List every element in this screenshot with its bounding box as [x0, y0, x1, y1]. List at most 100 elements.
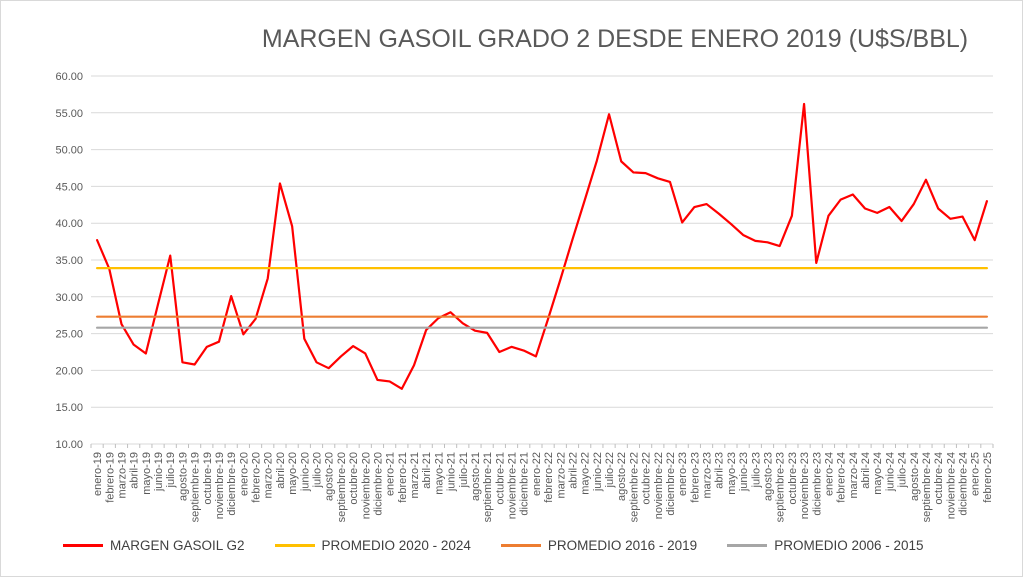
x-axis-label: septiembre-22: [628, 452, 640, 522]
x-axis-label: noviembre-23: [799, 452, 811, 519]
x-axis-label: septiembre-23: [775, 452, 787, 522]
y-axis-label: 30.00: [55, 292, 83, 304]
y-axis-label: 50.00: [55, 145, 83, 157]
y-axis-label: 10.00: [55, 439, 83, 451]
x-axis-label: marzo-23: [702, 452, 714, 498]
x-axis-label: diciembre-22: [665, 452, 677, 516]
x-axis-label: junio-22: [592, 452, 604, 492]
x-axis-label: julio-24: [897, 452, 909, 488]
x-axis-label: marzo-22: [555, 452, 567, 498]
series-line-0: [95, 102, 989, 390]
legend-item-promedio-2006-2015: PROMEDIO 2006 - 2015: [727, 538, 924, 553]
legend-label: MARGEN GASOIL G2: [110, 538, 245, 553]
x-axis-label: julio-22: [604, 452, 616, 488]
x-axis-label: julio-23: [750, 452, 762, 488]
x-axis-label: septiembre-20: [336, 452, 348, 522]
x-axis-label: febrero-23: [689, 452, 701, 503]
x-axis-label: agosto-22: [616, 452, 628, 501]
x-axis-label: febrero-25: [982, 452, 994, 503]
x-axis-label: octubre-22: [641, 452, 653, 505]
x-axis-label: abril-22: [567, 452, 579, 489]
x-axis-label: abril-23: [714, 452, 726, 489]
x-axis-label: enero-22: [531, 452, 543, 496]
x-axis-label: diciembre-23: [811, 452, 823, 516]
x-axis-label: junio-23: [738, 452, 750, 492]
x-axis-label: julio-19: [165, 452, 177, 488]
y-axis-label: 20.00: [55, 365, 83, 377]
x-axis-label: abril-24: [860, 452, 872, 489]
x-axis-label: agosto-24: [909, 452, 921, 501]
x-axis-label: enero-19: [92, 452, 104, 496]
x-axis-label: agosto-20: [324, 452, 336, 501]
x-axis-label: mayo-23: [726, 452, 738, 495]
x-axis-label: agosto-23: [763, 452, 775, 501]
x-axis-label: marzo-20: [263, 452, 275, 498]
x-axis-label: marzo-21: [409, 452, 421, 498]
x-axis-label: mayo-20: [287, 452, 299, 495]
x-axis-label: noviembre-20: [360, 452, 372, 519]
x-axis-label: octubre-24: [933, 452, 945, 505]
y-axis-label: 25.00: [55, 329, 83, 341]
x-axis-label: julio-20: [312, 452, 324, 488]
x-axis-label: septiembre-24: [921, 452, 933, 522]
x-axis-label: septiembre-19: [190, 452, 202, 522]
x-axis-label: abril-21: [421, 452, 433, 489]
y-axis-label: 55.00: [55, 108, 83, 120]
legend-item-margen-gasoil-g2: MARGEN GASOIL G2: [63, 538, 245, 553]
x-axis-label: junio-21: [446, 452, 458, 492]
legend-line-swatch-red: [63, 544, 103, 547]
x-axis-label: octubre-21: [494, 452, 506, 505]
x-axis-label: diciembre-20: [372, 452, 384, 516]
x-axis-label: enero-20: [238, 452, 250, 496]
x-axis-label: enero-24: [823, 452, 835, 496]
x-axis-label: mayo-19: [141, 452, 153, 495]
x-axis-label: julio-21: [458, 452, 470, 488]
x-axis-label: febrero-19: [104, 452, 116, 503]
x-axis-label: octubre-23: [787, 452, 799, 505]
legend-item-promedio-2016-2019: PROMEDIO 2016 - 2019: [500, 538, 698, 553]
legend-label: PROMEDIO 2020 - 2024: [321, 538, 471, 553]
x-axis-label: marzo-24: [848, 452, 860, 498]
x-axis-label: abril-19: [129, 452, 141, 489]
x-axis-label: junio-19: [153, 452, 165, 492]
x-axis-label: febrero-21: [397, 452, 409, 503]
x-axis-label: noviembre-22: [653, 452, 665, 519]
y-axis-label: 15.00: [55, 402, 83, 414]
legend-label: PROMEDIO 2006 - 2015: [774, 538, 924, 553]
x-axis-label: agosto-19: [177, 452, 189, 501]
x-axis-label: mayo-24: [872, 452, 884, 495]
x-axis-label: diciembre-21: [519, 452, 531, 516]
y-axis-label: 35.00: [55, 255, 83, 267]
x-axis-label: mayo-21: [433, 452, 445, 495]
legend-line-swatch-gray: [727, 544, 768, 547]
x-axis-label: diciembre-24: [958, 452, 970, 516]
legend-line-swatch-orange: [500, 544, 541, 547]
y-axis-label: 45.00: [55, 181, 83, 193]
x-axis-label: noviembre-21: [507, 452, 519, 519]
legend-line-swatch-gold: [274, 544, 315, 547]
x-axis-label: septiembre-21: [482, 452, 494, 522]
x-axis-label: enero-23: [677, 452, 689, 496]
x-axis-label: octubre-20: [348, 452, 360, 505]
legend-item-promedio-2020-2024: PROMEDIO 2020 - 2024: [274, 538, 471, 553]
x-axis-label: marzo-19: [116, 452, 128, 498]
x-axis-label: noviembre-19: [214, 452, 226, 519]
x-axis-label: diciembre-19: [226, 452, 238, 516]
x-axis-label: junio-24: [884, 452, 896, 492]
x-axis-label: febrero-24: [836, 452, 848, 503]
y-axis-label: 40.00: [55, 218, 83, 230]
x-axis-label: mayo-22: [580, 452, 592, 495]
chart-title: MARGEN GASOIL GRADO 2 DESDE ENERO 2019 (…: [261, 25, 969, 53]
x-axis-label: octubre-19: [202, 452, 214, 505]
y-axis-label: 60.00: [55, 71, 83, 83]
legend: MARGEN GASOIL G2 PROMEDIO 2020 - 2024 PR…: [63, 538, 924, 553]
x-axis-label: enero-21: [385, 452, 397, 496]
x-axis-label: abril-20: [275, 452, 287, 489]
x-axis-label: enero-25: [970, 452, 982, 496]
x-axis-label: junio-20: [299, 452, 311, 492]
x-axis-label: febrero-20: [251, 452, 263, 503]
legend-label: PROMEDIO 2016 - 2019: [547, 538, 698, 553]
x-axis-label: agosto-21: [470, 452, 482, 501]
